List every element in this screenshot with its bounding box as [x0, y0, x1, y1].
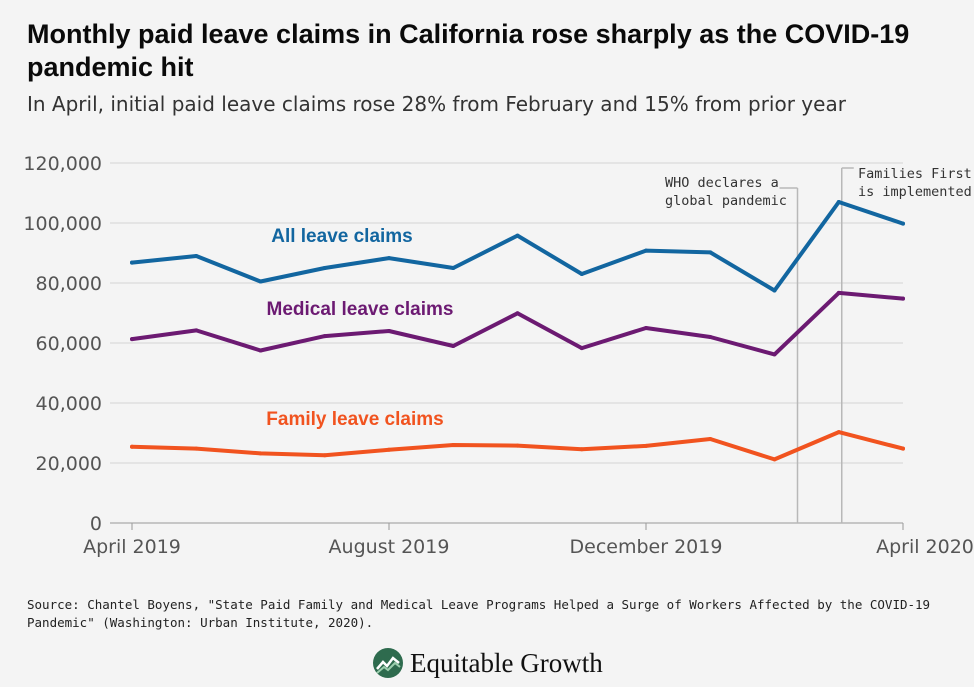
equitable-growth-logo-icon [373, 648, 403, 678]
data-point [644, 443, 648, 448]
data-point [130, 260, 134, 265]
data-point [901, 446, 905, 451]
x-tick-label: December 2019 [570, 536, 723, 558]
line-chart: 0 20,000 40,000 60,000 80,000 100,000 120,000 A… [23, 153, 974, 558]
data-point [258, 279, 263, 284]
annotation-text: WHO declares a [665, 175, 779, 191]
y-tick-label: 80,000 [36, 273, 102, 295]
data-point [579, 447, 584, 452]
brand-logo: Equitable Growth [372, 646, 603, 680]
data-point [130, 444, 134, 449]
data-point [515, 311, 520, 316]
data-point [130, 337, 134, 342]
data-point [772, 457, 777, 462]
y-tick-label: 100,000 [23, 213, 102, 235]
y-tick-label: 40,000 [36, 393, 102, 415]
series-label: All leave claims [271, 226, 413, 247]
data-point [579, 272, 584, 276]
x-tick-label: April 2020 [876, 536, 974, 558]
data-point [451, 266, 456, 270]
data-point [387, 329, 391, 333]
data-point [708, 437, 713, 441]
data-point [322, 334, 327, 339]
data-point [772, 288, 777, 293]
x-tick-label: August 2019 [329, 536, 450, 558]
series-label: Family leave claims [266, 409, 443, 430]
x-tick-label: April 2019 [83, 536, 181, 558]
data-point [194, 328, 199, 333]
data-point [451, 344, 456, 348]
data-point [836, 290, 841, 295]
data-point [322, 266, 327, 270]
data-point [836, 200, 841, 204]
data-point [836, 430, 841, 435]
data-point [322, 453, 327, 458]
brand-name: Equitable Growth [410, 647, 603, 678]
chart-subtitle: In April, initial paid leave claims rose… [27, 92, 846, 116]
y-tick-label: 20,000 [36, 453, 102, 475]
y-tick-label: 0 [90, 513, 102, 535]
series-line-medical [130, 290, 905, 357]
data-point [515, 233, 520, 238]
data-point [194, 254, 199, 258]
data-point [515, 443, 520, 448]
data-point [901, 221, 905, 226]
chart-title: Monthly paid leave claims in California … [27, 19, 910, 82]
data-point [451, 443, 456, 447]
data-point [708, 335, 713, 339]
data-point [644, 248, 648, 253]
data-point [387, 256, 391, 261]
data-point [579, 346, 584, 351]
data-point [387, 447, 391, 452]
data-point [708, 250, 713, 255]
series-line-all [130, 200, 905, 293]
data-point [258, 451, 263, 456]
series-label: Medical leave claims [267, 299, 454, 320]
data-point [901, 296, 905, 301]
annotation-text: global pandemic [665, 193, 787, 209]
annotation-text: Families First Act [858, 166, 974, 182]
source-note: Source: Chantel Boyens, "State Paid Fami… [27, 597, 931, 630]
data-point [644, 326, 648, 330]
y-tick-label: 60,000 [36, 333, 102, 355]
data-point [194, 446, 199, 451]
annotation-text: is implemented [858, 184, 972, 200]
y-tick-label: 120,000 [23, 153, 102, 175]
data-point [258, 348, 263, 353]
data-point [772, 352, 777, 357]
